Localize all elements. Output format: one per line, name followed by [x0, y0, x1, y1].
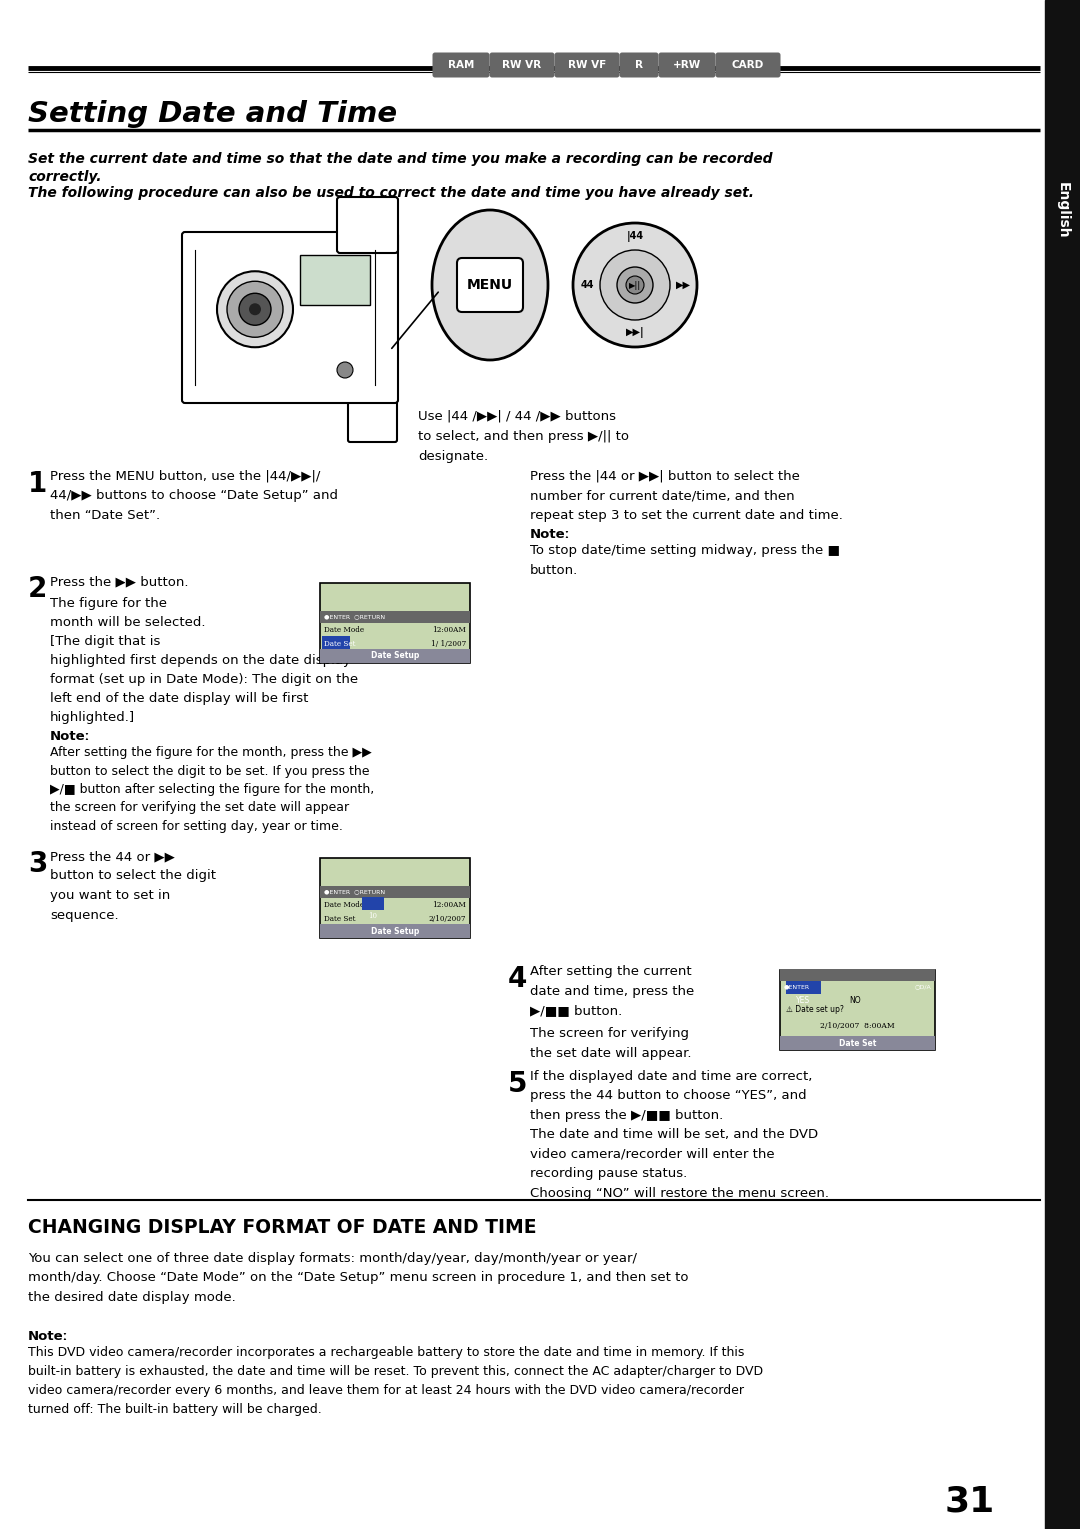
Text: ▶▶: ▶▶	[675, 280, 690, 291]
Text: Use |44 /▶▶| / 44 /▶▶ buttons
to select, and then press ▶/|| to
designate.: Use |44 /▶▶| / 44 /▶▶ buttons to select,…	[418, 410, 629, 463]
Text: CHANGING DISPLAY FORMAT OF DATE AND TIME: CHANGING DISPLAY FORMAT OF DATE AND TIME	[28, 1219, 537, 1237]
Text: NO: NO	[849, 995, 861, 1005]
Bar	[320, 885, 470, 898]
Bar	[780, 969, 935, 1050]
Text: 3: 3	[28, 850, 48, 878]
Text: Set the current date and time so that the date and time you make a recording can: Set the current date and time so that th…	[28, 151, 772, 167]
Ellipse shape	[432, 209, 548, 359]
Text: 4: 4	[508, 965, 527, 992]
Ellipse shape	[573, 223, 697, 347]
Circle shape	[217, 271, 293, 347]
Text: 2/10/2007: 2/10/2007	[429, 914, 465, 924]
Text: ●ENTER  ○RETURN: ●ENTER ○RETURN	[324, 890, 386, 894]
Text: RW VF: RW VF	[568, 60, 606, 70]
Circle shape	[227, 281, 283, 338]
Text: 5: 5	[508, 1070, 527, 1098]
Text: CARD: CARD	[732, 60, 765, 70]
FancyBboxPatch shape	[183, 232, 399, 404]
Ellipse shape	[626, 277, 644, 294]
Circle shape	[337, 362, 353, 378]
Text: RAM: RAM	[448, 60, 474, 70]
Text: Press the ▶▶ button.: Press the ▶▶ button.	[50, 575, 189, 589]
Circle shape	[239, 294, 271, 326]
Text: After setting the current
date and time, press the
▶/■■ button.: After setting the current date and time,…	[530, 965, 694, 1017]
Text: ː: ː	[62, 1330, 67, 1342]
Ellipse shape	[600, 251, 670, 320]
Text: ▶||: ▶||	[629, 280, 642, 289]
Text: 31: 31	[945, 1485, 995, 1518]
Text: 1/ 1/2007: 1/ 1/2007	[431, 641, 465, 648]
Text: Press the 44 or ▶▶
button to select the digit
you want to set in
sequence.: Press the 44 or ▶▶ button to select the …	[50, 850, 216, 922]
Text: The date and time will be set, and the DVD
video camera/recorder will enter the
: The date and time will be set, and the D…	[530, 1128, 829, 1199]
FancyBboxPatch shape	[432, 52, 489, 78]
Ellipse shape	[617, 268, 653, 303]
Bar	[322, 636, 350, 648]
Text: YES: YES	[796, 995, 810, 1005]
Text: ⚠ Date set up?: ⚠ Date set up?	[786, 1006, 843, 1015]
Text: To stop date/time setting midway, press the ■
button.: To stop date/time setting midway, press …	[530, 544, 840, 576]
Bar	[320, 612, 470, 622]
Bar	[362, 898, 384, 910]
Circle shape	[249, 303, 261, 315]
Text: Date Setup: Date Setup	[370, 927, 419, 936]
Bar	[300, 255, 370, 304]
Bar	[780, 1037, 935, 1050]
Text: Press the |44 or ▶▶| button to select the
number for current date/time, and then: Press the |44 or ▶▶| button to select th…	[530, 469, 842, 521]
Text: Date Set: Date Set	[324, 914, 355, 924]
Text: 1: 1	[28, 469, 48, 498]
FancyBboxPatch shape	[620, 52, 659, 78]
FancyBboxPatch shape	[659, 52, 715, 78]
FancyBboxPatch shape	[715, 52, 781, 78]
Bar	[780, 969, 935, 982]
Text: R: R	[635, 60, 643, 70]
Text: If the displayed date and time are correct,
press the 44 button to choose “YES”,: If the displayed date and time are corre…	[530, 1070, 812, 1122]
Text: ː: ː	[564, 528, 568, 541]
Text: ●ENTER: ●ENTER	[784, 985, 810, 989]
Text: 12:00AM: 12:00AM	[432, 901, 465, 910]
Text: Date Mode: Date Mode	[324, 901, 364, 910]
Bar	[320, 924, 470, 937]
Text: 12:00AM: 12:00AM	[432, 625, 465, 635]
Text: ▶▶|: ▶▶|	[625, 327, 645, 338]
Bar	[320, 858, 470, 937]
Text: 44: 44	[580, 280, 594, 291]
Bar	[320, 583, 470, 664]
Text: MENU: MENU	[467, 278, 513, 292]
FancyBboxPatch shape	[457, 258, 523, 312]
Text: English: English	[1055, 182, 1069, 239]
Text: Date Setup: Date Setup	[370, 651, 419, 661]
Text: Date Set: Date Set	[839, 1038, 876, 1047]
FancyBboxPatch shape	[489, 52, 554, 78]
Text: Note: Note	[530, 528, 566, 541]
Text: |44: |44	[626, 231, 644, 243]
Text: ●ENTER  ○RETURN: ●ENTER ○RETURN	[324, 615, 386, 619]
Text: The following procedure can also be used to correct the date and time you have a: The following procedure can also be used…	[28, 187, 754, 200]
FancyBboxPatch shape	[554, 52, 620, 78]
Text: Date Mode: Date Mode	[324, 625, 364, 635]
FancyBboxPatch shape	[348, 398, 397, 442]
Text: This DVD video camera/recorder incorporates a rechargeable battery to store the : This DVD video camera/recorder incorpora…	[28, 1346, 764, 1416]
Text: Setting Date and Time: Setting Date and Time	[28, 99, 397, 128]
Text: RW VR: RW VR	[502, 60, 541, 70]
Text: 10: 10	[368, 913, 378, 920]
Text: 2/10/2007  8:00AM: 2/10/2007 8:00AM	[820, 1021, 895, 1031]
Text: The screen for verifying
the set date will appear.: The screen for verifying the set date wi…	[530, 1027, 691, 1060]
Text: 2: 2	[28, 575, 48, 602]
Text: correctly.: correctly.	[28, 170, 102, 183]
Bar	[320, 648, 470, 664]
Text: Note: Note	[28, 1330, 64, 1342]
Bar	[786, 982, 821, 994]
Bar	[1045, 0, 1080, 1529]
Text: Note: Note	[50, 729, 85, 743]
Text: The figure for the
month will be selected.
[The digit that is
highlighted first : The figure for the month will be selecte…	[50, 596, 359, 725]
Text: +RW: +RW	[673, 60, 701, 70]
Text: ○D/A: ○D/A	[915, 985, 931, 989]
Text: You can select one of three date display formats: month/day/year, day/month/year: You can select one of three date display…	[28, 1252, 689, 1304]
Text: After setting the figure for the month, press the ▶▶
button to select the digit : After setting the figure for the month, …	[50, 746, 375, 833]
Text: Press the MENU button, use the |44/▶▶|/
44/▶▶ buttons to choose “Date Setup” and: Press the MENU button, use the |44/▶▶|/ …	[50, 469, 338, 521]
Text: Date Set: Date Set	[324, 641, 355, 648]
FancyBboxPatch shape	[337, 197, 399, 252]
Text: ː: ː	[84, 729, 89, 743]
